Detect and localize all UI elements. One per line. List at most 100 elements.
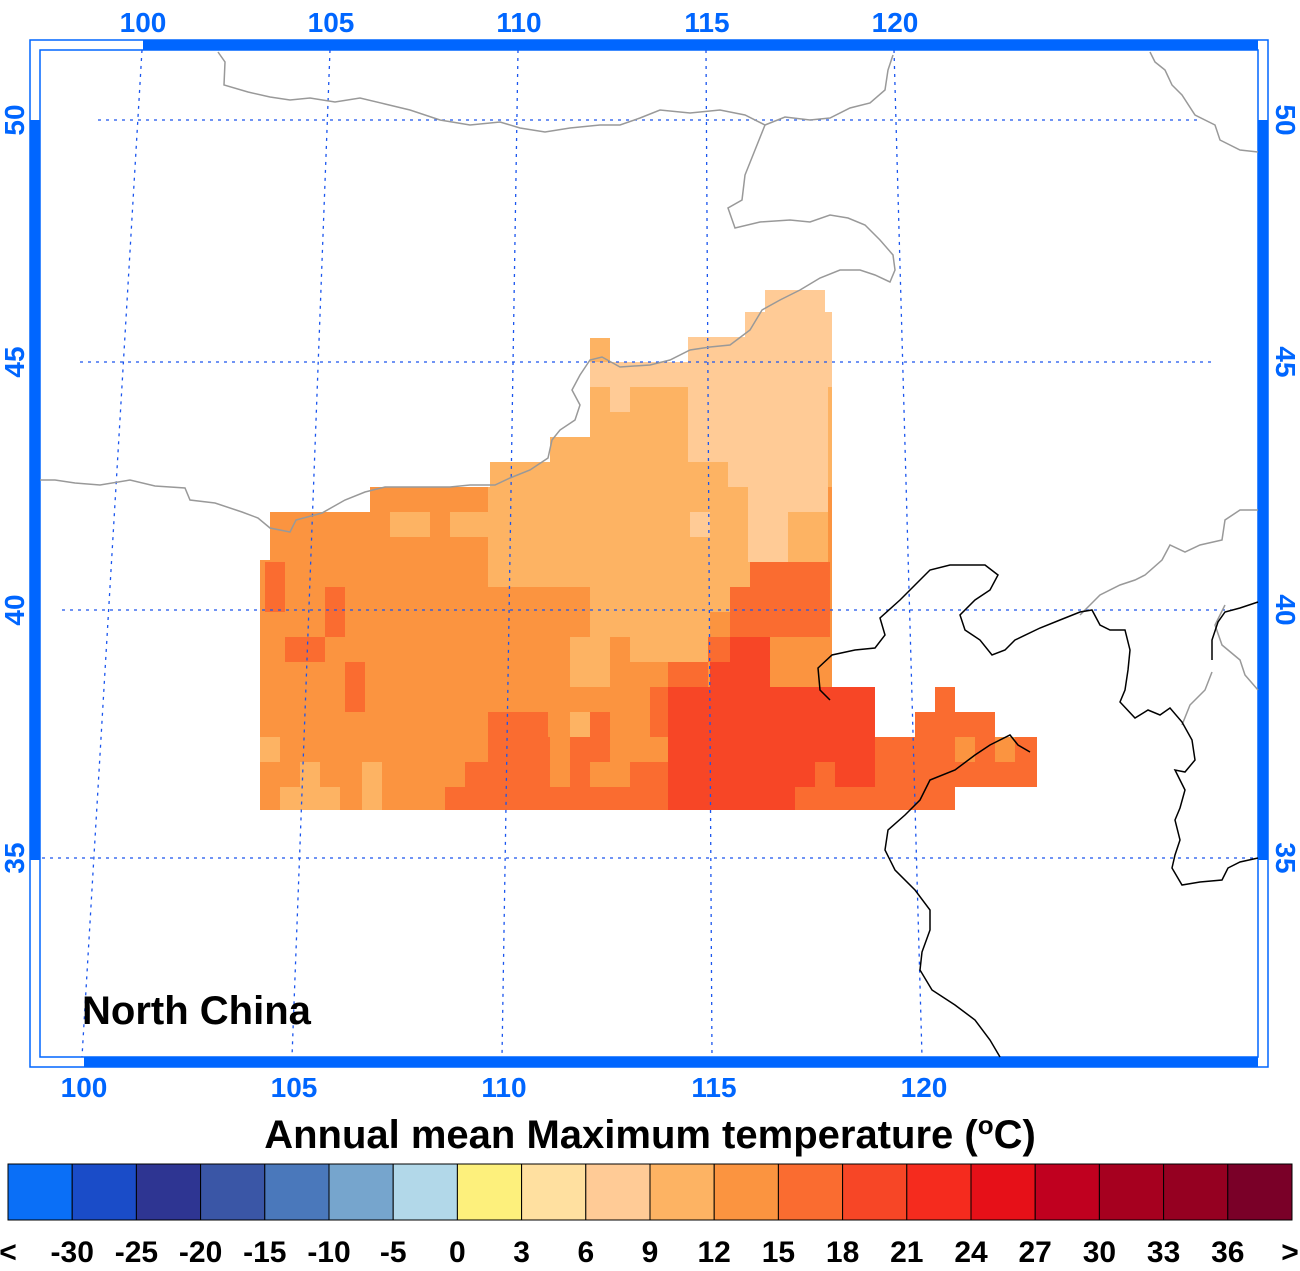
colorbar-tick-label: < — [0, 1236, 17, 1269]
colorbar-tick-label: -15 — [243, 1236, 286, 1269]
temperature-cell — [650, 687, 670, 737]
colorbar-swatch — [328, 1163, 394, 1221]
left-lat-label: 50 — [0, 104, 30, 135]
colorbar-tick-label: 30 — [1083, 1236, 1116, 1269]
axis-tick-bars — [30, 40, 1268, 1067]
temperature-cell — [995, 737, 1015, 762]
colorbar-tick-label: 3 — [513, 1236, 530, 1269]
bottom-lon-label: 105 — [271, 1072, 318, 1103]
temperature-cell — [728, 462, 828, 487]
top-lon-label: 120 — [872, 7, 919, 38]
temperature-cell — [570, 712, 590, 737]
temperature-cell — [670, 712, 690, 810]
temperature-cell — [590, 712, 610, 737]
temperature-cell — [748, 487, 828, 512]
temperature-cell — [815, 762, 835, 787]
temperature-cell — [445, 787, 670, 810]
temperature-cell — [630, 762, 650, 787]
colorbar-tick-label: 6 — [577, 1236, 594, 1269]
colorbar-tick-label: 9 — [642, 1236, 659, 1269]
colorbar-swatch — [1227, 1163, 1293, 1221]
temperature-cell — [590, 587, 630, 637]
temperature-cell — [750, 562, 830, 587]
colorbar-swatch — [585, 1163, 651, 1221]
temperature-cell — [345, 662, 365, 712]
temperature-cell — [362, 762, 382, 810]
colorbar-tick-label: 24 — [954, 1236, 988, 1269]
temperature-cell — [265, 562, 285, 612]
colorbar-swatch — [906, 1163, 972, 1221]
colorbar-swatch — [7, 1163, 73, 1221]
top-lon-label: 115 — [684, 7, 729, 38]
colorbar-tick-label: -5 — [380, 1236, 407, 1269]
colorbar-labels: < -30 -25 -20 -15 -10 -5 0 3 6 9 12 15 18 21 24 27 30 33 36… — [0, 1236, 1299, 1269]
colorbar-swatch — [713, 1163, 779, 1221]
colorbar-tick-label: 27 — [1019, 1236, 1052, 1269]
top-longitude-labels: 100 105 110 115 120 — [120, 7, 919, 38]
right-latitude-labels: 50 45 40 35 — [1270, 104, 1300, 873]
temperature-cell — [690, 512, 710, 537]
colorbar-tick-label: 18 — [826, 1236, 859, 1269]
graticule — [42, 49, 1258, 1058]
colorbar-swatch — [1034, 1163, 1100, 1221]
colorbar-swatch — [1098, 1163, 1165, 1221]
temperature-cell — [650, 562, 670, 587]
top-lon-label: 105 — [308, 7, 355, 38]
colorbar-title-main: Annual mean Maximum temperature ( — [264, 1113, 978, 1157]
right-lat-label: 50 — [1270, 104, 1300, 135]
temperature-cell — [260, 737, 280, 762]
temperature-cell — [935, 687, 955, 712]
colorbar-swatch — [1163, 1163, 1229, 1221]
colorbar-tick-label: -20 — [179, 1236, 222, 1269]
temperature-cell — [280, 787, 340, 810]
colorbar-tick-label: 0 — [449, 1236, 466, 1269]
colorbar-swatch — [777, 1163, 844, 1221]
top-lon-label: 110 — [496, 7, 541, 38]
colorbar-tick-label: -30 — [51, 1236, 94, 1269]
bottom-lon-label: 110 — [481, 1072, 526, 1103]
temperature-cell — [590, 762, 610, 787]
left-lat-label: 40 — [0, 594, 30, 625]
temperature-cell — [630, 587, 710, 662]
colorbar-tick-label: 36 — [1211, 1236, 1244, 1269]
colorbar-swatch — [649, 1163, 715, 1221]
temperature-cell — [300, 762, 320, 787]
colorbar — [7, 1163, 1293, 1221]
right-lat-label: 35 — [1270, 842, 1300, 873]
temperature-cell — [1015, 737, 1037, 787]
right-lat-label: 45 — [1270, 346, 1300, 377]
colorbar-swatch — [135, 1163, 202, 1221]
bottom-lon-label: 120 — [901, 1072, 948, 1103]
temperature-cell — [765, 290, 825, 312]
colorbar-swatch — [842, 1163, 908, 1221]
colorbar-swatch — [71, 1163, 137, 1221]
temperature-cell — [688, 387, 828, 462]
left-lat-label: 35 — [0, 842, 30, 873]
temperature-cell — [955, 737, 975, 762]
colorbar-tick-label: > — [1281, 1236, 1299, 1269]
left-latitude-labels: 50 45 40 35 — [0, 104, 30, 873]
bottom-longitude-labels: 100 105 110 115 120 — [61, 1072, 948, 1103]
temperature-cell — [745, 312, 832, 337]
province-borders — [40, 51, 1259, 726]
colorbar-tick-label: 15 — [762, 1236, 795, 1269]
top-lon-label: 100 — [120, 7, 167, 38]
colorbar-tick-label: -25 — [115, 1236, 158, 1269]
temperature-cell — [748, 512, 788, 562]
temperature-cell — [260, 560, 270, 810]
temperature-cell — [285, 637, 325, 662]
right-lat-label: 40 — [1270, 594, 1300, 625]
colorbar-swatch — [456, 1163, 523, 1221]
temperature-cell — [730, 587, 830, 637]
colorbar-title: Annual mean Maximum temperature (oC) — [264, 1110, 1036, 1157]
temperature-cells — [260, 290, 1037, 810]
colorbar-swatch — [200, 1163, 266, 1221]
colorbar-swatch — [970, 1163, 1036, 1221]
temperature-cell — [710, 662, 770, 687]
coastline — [817, 564, 1259, 1058]
colorbar-swatch — [521, 1163, 587, 1221]
colorbar-swatch — [392, 1163, 458, 1221]
temperature-cell — [830, 687, 875, 787]
temperature-cell — [570, 637, 610, 687]
